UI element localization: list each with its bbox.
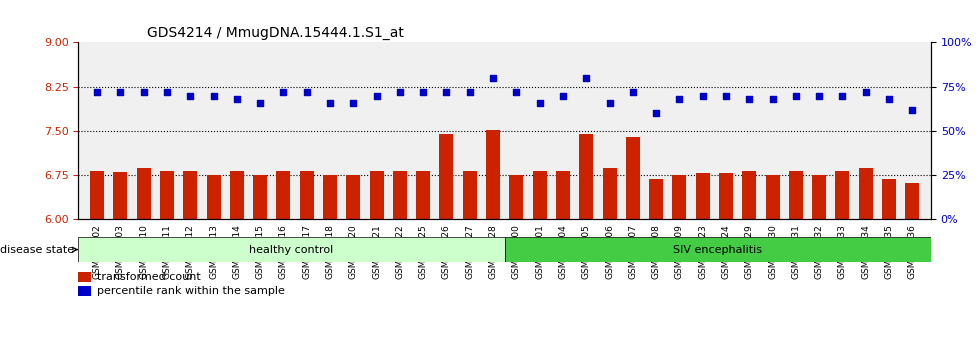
- Point: [649, 110, 664, 116]
- Point: [462, 89, 477, 95]
- Point: [368, 93, 384, 98]
- Bar: [323, 175, 337, 219]
- Point: [671, 96, 687, 102]
- Bar: [416, 171, 430, 219]
- Bar: [253, 175, 268, 219]
- Point: [764, 96, 780, 102]
- Bar: [78, 237, 505, 262]
- Bar: [510, 175, 523, 219]
- Point: [555, 93, 570, 98]
- Bar: [556, 171, 570, 219]
- Point: [416, 89, 431, 95]
- Point: [322, 100, 338, 105]
- Point: [206, 93, 221, 98]
- Bar: [136, 168, 151, 219]
- Bar: [114, 172, 127, 219]
- Bar: [346, 175, 361, 219]
- Point: [136, 89, 152, 95]
- Point: [182, 93, 198, 98]
- Point: [835, 93, 851, 98]
- Point: [89, 89, 105, 95]
- Bar: [812, 175, 826, 219]
- Bar: [719, 173, 733, 219]
- Bar: [836, 171, 850, 219]
- Bar: [230, 171, 244, 219]
- Text: disease state: disease state: [0, 245, 77, 255]
- Point: [881, 96, 897, 102]
- Bar: [276, 171, 290, 219]
- Point: [392, 89, 408, 95]
- Point: [299, 89, 315, 95]
- Bar: [579, 134, 593, 219]
- Point: [509, 89, 524, 95]
- Point: [602, 100, 617, 105]
- Bar: [300, 171, 314, 219]
- Bar: [183, 171, 197, 219]
- Point: [625, 89, 641, 95]
- Point: [439, 89, 455, 95]
- Point: [113, 89, 128, 95]
- Point: [532, 100, 548, 105]
- Bar: [882, 179, 896, 219]
- Bar: [742, 171, 757, 219]
- Bar: [439, 134, 454, 219]
- Point: [578, 75, 594, 81]
- Bar: [78, 272, 91, 282]
- Bar: [626, 137, 640, 219]
- Bar: [207, 175, 220, 219]
- Bar: [533, 171, 547, 219]
- Text: transformed count: transformed count: [97, 272, 201, 282]
- Point: [252, 100, 268, 105]
- Point: [229, 96, 245, 102]
- Point: [718, 93, 734, 98]
- Text: GDS4214 / MmugDNA.15444.1.S1_at: GDS4214 / MmugDNA.15444.1.S1_at: [147, 26, 404, 40]
- Bar: [160, 171, 173, 219]
- Point: [788, 93, 804, 98]
- Point: [811, 93, 827, 98]
- Point: [275, 89, 291, 95]
- Point: [858, 89, 873, 95]
- Point: [695, 93, 710, 98]
- Point: [159, 89, 174, 95]
- Bar: [789, 171, 803, 219]
- Text: percentile rank within the sample: percentile rank within the sample: [97, 286, 285, 296]
- Text: healthy control: healthy control: [250, 245, 333, 255]
- Bar: [463, 171, 476, 219]
- Bar: [906, 183, 919, 219]
- Bar: [672, 175, 686, 219]
- Bar: [393, 171, 407, 219]
- Bar: [649, 179, 663, 219]
- Text: SIV encephalitis: SIV encephalitis: [673, 245, 762, 255]
- Bar: [78, 286, 91, 296]
- Point: [345, 100, 361, 105]
- Bar: [858, 168, 873, 219]
- Bar: [765, 175, 779, 219]
- Bar: [603, 168, 616, 219]
- Point: [905, 107, 920, 113]
- Bar: [505, 237, 931, 262]
- Point: [742, 96, 758, 102]
- Bar: [696, 173, 710, 219]
- Point: [485, 75, 501, 81]
- Bar: [486, 130, 500, 219]
- Bar: [90, 171, 104, 219]
- Bar: [369, 171, 383, 219]
